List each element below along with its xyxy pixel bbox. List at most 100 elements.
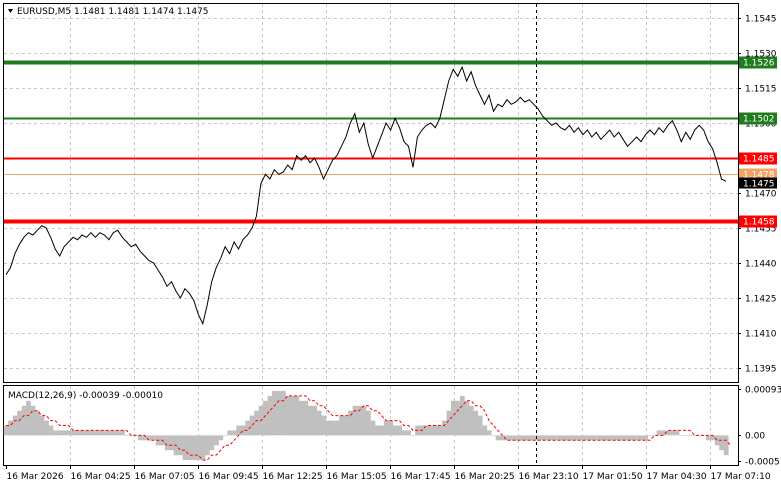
macd-bar [75,430,81,436]
macd-bar [513,435,519,441]
macd-bar [719,435,725,451]
macd-bar [442,420,447,436]
macd-bar [146,435,152,441]
level-tag-label: 1.1502 [743,115,775,125]
macd-bar [397,425,403,436]
level-tag-label: 1.1485 [743,155,775,165]
macd-bar [522,435,528,441]
level-lines [4,60,738,224]
macd-bar [227,430,233,436]
macd-bar [21,405,27,436]
macd-bar [178,435,183,456]
macd-bar [705,435,711,441]
macd-bar [549,435,555,441]
macd-bar [455,400,461,436]
macd-bar [580,435,586,441]
price-tick-label: 1.1530 [745,50,777,60]
macd-bar [240,425,246,436]
macd-bar [482,425,488,436]
macd-bar [8,420,13,436]
macd-bar [93,430,98,436]
macd-tick-label: 0.00 [745,432,765,442]
macd-bar [674,430,680,436]
macd-bar [428,425,434,436]
macd-bar [710,435,716,441]
macd-bar [61,430,67,436]
macd-bar [366,410,371,436]
level-tag-resistance-high [739,56,777,69]
macd-bar [236,425,242,436]
bid-tag-label: 1.1478 [743,171,775,181]
macd-bar [254,410,259,436]
macd-bar [392,425,398,436]
triangle-down-icon[interactable] [8,9,13,13]
macd-bar [200,435,206,461]
macd-bar [348,410,353,436]
macd-bar [612,435,617,441]
time-tick-label: 16 Mar 15:05 [327,472,387,482]
macd-bar [607,435,613,441]
macd-bar [339,415,344,436]
macd-bar [433,425,438,436]
macd-bar [249,415,255,436]
macd-bar [486,430,492,436]
current-price-label: 1.1475 [743,180,775,190]
macd-bar [638,435,644,441]
macd-bar [17,410,22,436]
macd-bar [535,435,541,441]
macd-bar [459,395,465,436]
macd-bar [446,410,452,436]
macd-bar [30,405,36,436]
macd-bar [298,400,304,436]
macd-bar [531,435,537,441]
macd-bar [388,420,394,436]
macd-bar [164,435,170,451]
level-tag-label: 1.1526 [743,59,775,69]
macd-bar [124,435,130,436]
price-tick-label: 1.1440 [745,260,777,270]
macd-bar [464,400,470,436]
macd-bar [665,430,671,436]
macd-histogram [3,390,729,461]
macd-bar [39,415,45,436]
macd-bar [281,390,286,436]
macd-bar [643,435,649,441]
macd-bar [35,410,40,436]
time-tick-label: 16 Mar 07:05 [135,472,195,482]
macd-tick-label: 0.00093 [745,386,781,396]
time-tick-label: 16 Mar 20:25 [455,472,515,482]
macd-bar [616,435,622,441]
level-tag-resistance-low [739,112,777,125]
macd-bar [285,395,291,436]
macd-bar [57,430,63,436]
macd-bar [374,425,380,436]
macd-bar [357,405,362,436]
macd-bar [567,435,572,441]
macd-bar [272,390,277,436]
time-tick-label: 16 Mar 12:25 [263,472,323,482]
macd-bar [102,430,107,436]
macd-bar [629,435,635,441]
macd-bar [562,435,568,441]
macd-bar [276,390,282,436]
macd-bar [330,420,335,436]
macd-bar [504,435,510,441]
macd-bar [437,425,443,436]
macd-bar [343,415,349,436]
price-tick-label: 1.1395 [745,365,777,375]
macd-bar [325,420,331,436]
macd-bar [527,435,532,441]
macd-bar [97,430,103,436]
macd-bar [12,415,18,436]
macd-bar [410,435,416,436]
level-tag-support-low [739,215,777,228]
macd-bar [48,425,54,436]
macd-bar [191,435,197,461]
macd-bar [598,435,604,441]
time-tick-label: 17 Mar 07:10 [711,472,771,482]
macd-bar [115,430,121,436]
macd-bar [44,420,49,436]
macd-bar [294,395,300,436]
